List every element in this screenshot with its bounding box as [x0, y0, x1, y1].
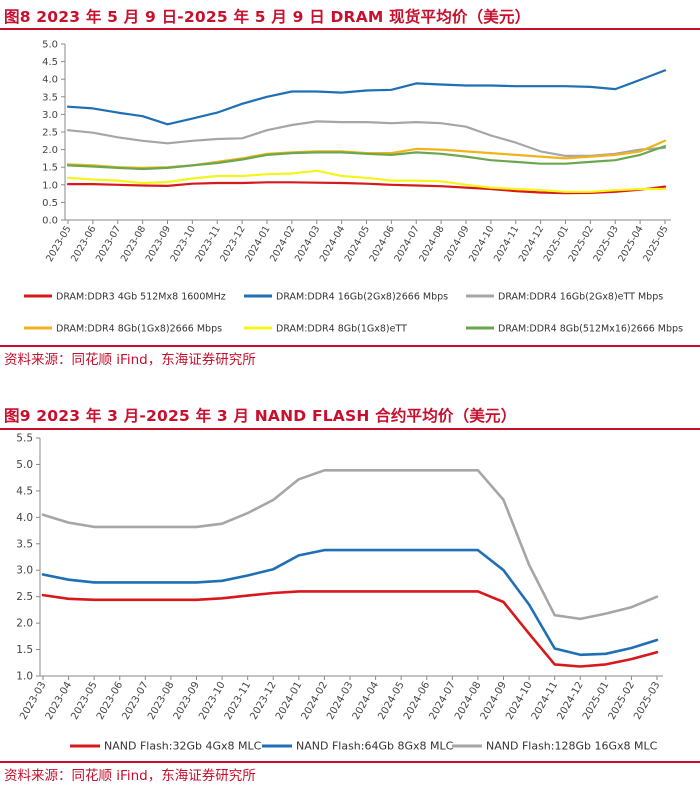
y-tick-label: 2.0	[16, 618, 33, 630]
series-line-6	[66, 145, 667, 171]
figure1-title-rule	[0, 28, 700, 30]
legend-label-1: NAND Flash:32Gb 4Gx8 MLC	[104, 740, 262, 753]
y-tick-label: 3.0	[42, 110, 58, 121]
y-tick-label: 1.5	[16, 644, 33, 656]
y-tick-label: 0.0	[42, 216, 58, 227]
y-tick-label: 5.5	[16, 433, 33, 445]
figure1-source: 资料来源：同花顺 iFind，东海证券研究所	[4, 352, 256, 368]
figure2-source: 资料来源：同花顺 iFind，东海证券研究所	[4, 768, 256, 784]
legend-label-1: DRAM:DDR3 4Gb 512Mx8 1600MHz	[56, 292, 226, 303]
x-tick-label: 2025-03	[632, 680, 662, 722]
y-tick-label: 3.5	[42, 92, 58, 103]
y-tick-label: 1.0	[16, 671, 33, 683]
legend-label-3: DRAM:DDR4 16Gb(2Gx8)eTT Mbps	[498, 292, 663, 303]
y-tick-label: 4.5	[42, 57, 58, 68]
legend-label-5: DRAM:DDR4 8Gb(1Gx8)eTT	[276, 324, 407, 335]
legend-label-2: NAND Flash:64Gb 8Gx8 MLC	[296, 740, 454, 753]
figure1-source-rule	[0, 345, 700, 347]
legend-label-6: DRAM:DDR4 8Gb(512Mx16)2666 Mbps	[498, 324, 683, 335]
y-tick-label: 4.5	[16, 485, 33, 497]
y-tick-label: 2.0	[42, 145, 58, 156]
y-tick-label: 1.5	[42, 163, 58, 174]
y-tick-label: 5.0	[42, 40, 58, 51]
y-tick-label: 3.0	[16, 565, 33, 577]
series-line-1	[66, 181, 667, 195]
figure2-title: 图9 2023 年 3 月-2025 年 3 月 NAND FLASH 合约平均…	[4, 407, 517, 425]
y-tick-label: 5.0	[16, 459, 33, 471]
series-line-2	[66, 69, 667, 126]
y-tick-label: 3.5	[16, 538, 33, 550]
y-tick-label: 2.5	[42, 128, 58, 139]
y-tick-label: 2.5	[16, 591, 33, 603]
dram-price-chart: 0.00.51.01.52.02.53.03.54.04.55.02023-05…	[24, 40, 683, 335]
y-tick-label: 4.0	[16, 512, 33, 524]
legend-label-2: DRAM:DDR4 16Gb(2Gx8)2666 Mbps	[276, 292, 448, 303]
legend-label-3: NAND Flash:128Gb 16Gx8 MLC	[486, 740, 658, 753]
y-tick-label: 0.5	[42, 198, 58, 209]
figure2-source-rule	[0, 761, 700, 763]
series-line-2	[41, 548, 659, 657]
y-tick-label: 4.0	[42, 75, 58, 86]
y-tick-label: 1.0	[42, 180, 58, 191]
series-line-5	[66, 169, 667, 193]
series-line-1	[41, 590, 659, 668]
figure1-title: 图8 2023 年 5 月 9 日-2025 年 5 月 9 日 DRAM 现货…	[4, 8, 531, 26]
legend-label-4: DRAM:DDR4 8Gb(1Gx8)2666 Mbps	[56, 324, 222, 335]
series-line-3	[41, 468, 659, 621]
series-line-3	[66, 120, 667, 157]
figure2-title-rule	[0, 428, 700, 430]
